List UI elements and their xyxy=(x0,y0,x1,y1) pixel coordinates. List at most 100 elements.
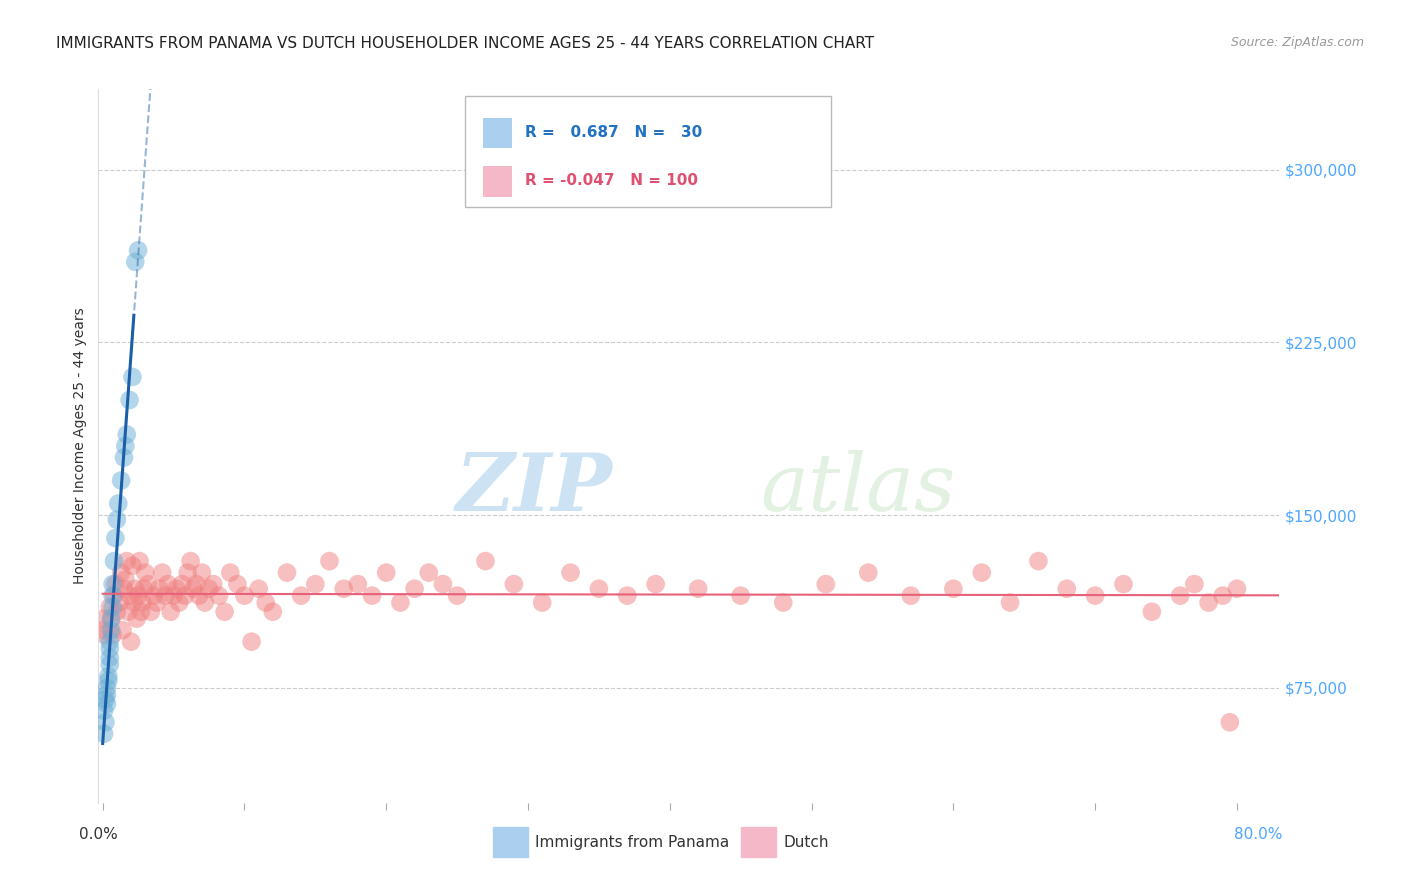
Point xyxy=(1198,595,1220,609)
Point xyxy=(120,634,142,648)
Point xyxy=(129,605,152,619)
Point xyxy=(332,582,354,596)
Point xyxy=(502,577,524,591)
Text: 0.0%: 0.0% xyxy=(79,827,118,841)
Point xyxy=(1112,577,1135,591)
Point xyxy=(1084,589,1107,603)
Point xyxy=(858,566,880,580)
Point xyxy=(139,605,162,619)
Point xyxy=(94,628,117,642)
Point xyxy=(98,650,121,665)
Point xyxy=(1028,554,1050,568)
Point xyxy=(98,657,121,672)
Point xyxy=(304,577,326,591)
Point xyxy=(105,605,128,619)
Point xyxy=(107,497,129,511)
Point xyxy=(132,582,155,596)
Point xyxy=(100,612,122,626)
Point xyxy=(117,605,139,619)
Point xyxy=(114,439,136,453)
Point xyxy=(1219,715,1241,730)
Point xyxy=(104,531,127,545)
Point xyxy=(198,582,221,596)
Point xyxy=(170,577,193,591)
Point xyxy=(188,589,211,603)
Point xyxy=(145,595,167,609)
Point xyxy=(1226,582,1249,596)
Point xyxy=(219,566,242,580)
Point xyxy=(276,566,298,580)
Point xyxy=(136,577,159,591)
Point xyxy=(214,605,236,619)
Point xyxy=(254,595,277,609)
Point xyxy=(183,582,205,596)
Point xyxy=(105,513,128,527)
Point xyxy=(361,589,384,603)
Y-axis label: Householder Income Ages 25 - 44 years: Householder Income Ages 25 - 44 years xyxy=(73,308,87,584)
Point xyxy=(111,623,134,637)
Text: IMMIGRANTS FROM PANAMA VS DUTCH HOUSEHOLDER INCOME AGES 25 - 44 YEARS CORRELATIO: IMMIGRANTS FROM PANAMA VS DUTCH HOUSEHOL… xyxy=(56,36,875,51)
Point xyxy=(226,577,249,591)
Point xyxy=(108,595,131,609)
Point xyxy=(208,589,231,603)
Text: Dutch: Dutch xyxy=(783,835,830,849)
Point xyxy=(112,450,135,465)
Text: R = -0.047   N = 100: R = -0.047 N = 100 xyxy=(524,173,697,188)
Point xyxy=(98,641,121,656)
Point xyxy=(970,566,993,580)
Text: ZIP: ZIP xyxy=(456,450,612,527)
Point xyxy=(125,612,148,626)
Point xyxy=(93,727,115,741)
Point xyxy=(96,681,118,695)
Point xyxy=(115,427,138,442)
Point xyxy=(998,595,1021,609)
Point xyxy=(191,566,214,580)
Point xyxy=(162,589,184,603)
Point xyxy=(290,589,312,603)
Point xyxy=(474,554,496,568)
Point xyxy=(94,715,117,730)
Point xyxy=(148,582,170,596)
Point xyxy=(233,589,256,603)
Point xyxy=(100,623,122,637)
Point xyxy=(121,370,143,384)
Point xyxy=(114,573,136,587)
Point xyxy=(118,392,141,407)
Point xyxy=(101,628,124,642)
Point xyxy=(730,589,752,603)
Point xyxy=(127,589,149,603)
FancyBboxPatch shape xyxy=(741,827,776,857)
Point xyxy=(98,600,121,615)
Text: Source: ZipAtlas.com: Source: ZipAtlas.com xyxy=(1230,36,1364,49)
Point xyxy=(1168,589,1191,603)
Point xyxy=(122,595,145,609)
Point xyxy=(202,577,225,591)
Point xyxy=(167,595,190,609)
Text: R =   0.687   N =   30: R = 0.687 N = 30 xyxy=(524,125,702,139)
Point xyxy=(93,623,115,637)
Point xyxy=(159,605,181,619)
Point xyxy=(110,566,132,580)
Point xyxy=(814,577,837,591)
Point xyxy=(128,554,150,568)
FancyBboxPatch shape xyxy=(494,827,529,857)
FancyBboxPatch shape xyxy=(484,118,512,148)
Point xyxy=(389,595,412,609)
Point xyxy=(177,566,200,580)
Point xyxy=(588,582,610,596)
Point xyxy=(180,554,202,568)
Point xyxy=(103,589,125,603)
Point xyxy=(165,582,187,596)
Point xyxy=(97,669,120,683)
Point xyxy=(150,566,173,580)
Point xyxy=(174,589,197,603)
Point xyxy=(318,554,340,568)
Point xyxy=(942,582,965,596)
Text: 80.0%: 80.0% xyxy=(1234,827,1282,841)
Point xyxy=(100,612,122,626)
Point xyxy=(103,554,125,568)
Point xyxy=(418,566,440,580)
Text: atlas: atlas xyxy=(759,450,955,527)
Point xyxy=(96,688,118,702)
Point xyxy=(98,634,121,648)
